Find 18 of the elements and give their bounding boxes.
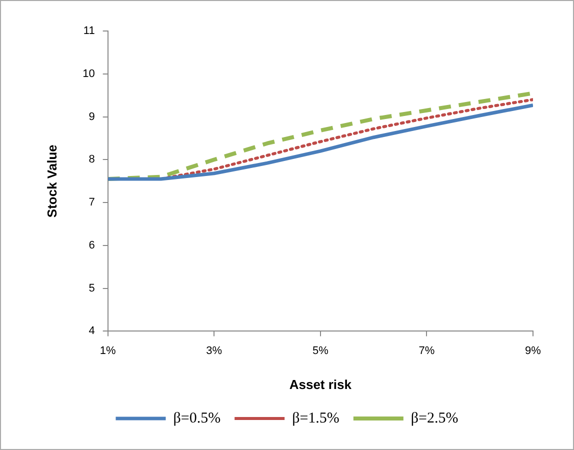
y-tick-label: 4 (88, 325, 95, 338)
legend-label: β=0.5% (173, 410, 221, 426)
legend-label: β=1.5% (292, 410, 340, 426)
y-tick-label: 8 (88, 154, 95, 166)
legend-label: β=2.5% (410, 410, 458, 426)
x-tick-label: 5% (312, 344, 329, 357)
x-tick-label: 7% (418, 344, 435, 357)
y-tick-label: 6 (88, 239, 95, 252)
y-tick-label: 5 (88, 282, 95, 294)
y-tick-label: 9 (88, 110, 95, 123)
y-tick-label: 7 (88, 196, 95, 209)
x-axis-title: Asset risk (289, 376, 352, 392)
x-tick-label: 9% (525, 344, 542, 357)
y-axis-title: Stock Value (44, 144, 60, 218)
y-tick-label: 11 (83, 25, 95, 38)
x-tick-label: 1% (100, 344, 116, 357)
x-tick-label: 3% (206, 344, 222, 357)
y-tick-label: 10 (82, 68, 95, 80)
